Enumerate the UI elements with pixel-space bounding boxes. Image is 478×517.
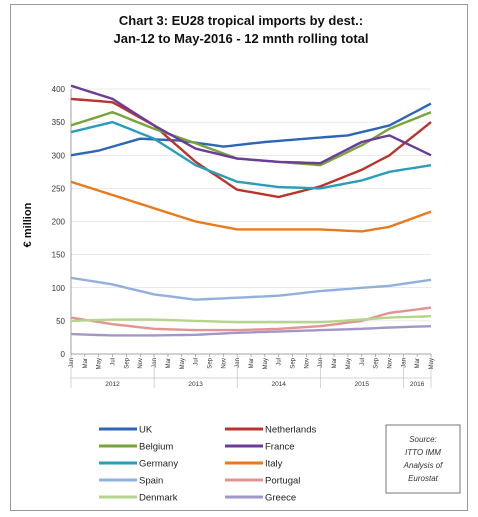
series-line-germany — [70, 120, 432, 190]
legend: UK Netherlands Belgium France Germany Italy Sp… — [99, 425, 316, 504]
y-tick-label: 350 — [52, 118, 66, 127]
series-line-uk — [70, 102, 432, 157]
x-month-label: May — [97, 358, 103, 369]
y-axis-label: € million — [22, 202, 34, 247]
chart-title-line-2: Jan-12 to May-2016 - 12 mnth rolling tot… — [114, 31, 369, 46]
x-axis: Jan Mar May Jul Sep Nov Jan Mar May Jul Sep Nov Jan M… — [69, 354, 435, 388]
x-year-label: 2012 — [105, 381, 120, 388]
y-tick-label: 50 — [56, 317, 65, 326]
x-year-label: 2015 — [355, 381, 370, 388]
legend-label-germany: Germany — [139, 459, 178, 470]
legend-label-uk: UK — [139, 425, 153, 436]
x-month-label: Nov — [138, 358, 144, 369]
x-month-label: Nov — [304, 358, 310, 369]
x-month-label: Jan — [401, 358, 407, 368]
legend-label-spain: Spain — [139, 476, 163, 487]
x-year-label: 2013 — [188, 381, 203, 388]
x-month-label: Sep — [291, 357, 297, 368]
x-month-label: Sep — [124, 357, 130, 368]
legend-label-belgium: Belgium — [139, 442, 173, 453]
y-tick-label: 0 — [61, 350, 66, 359]
series-line-greece — [70, 325, 432, 337]
x-month-label: Jan — [235, 358, 241, 368]
x-month-label: Mar — [83, 358, 89, 368]
source-line-3: Analysis of — [403, 461, 443, 470]
legend-label-denmark: Denmark — [139, 493, 178, 504]
chart-frame: Chart 3: EU28 tropical imports by dest.:… — [10, 4, 468, 511]
source-line-1: Source: — [409, 435, 437, 444]
y-tick-label: 300 — [52, 151, 66, 160]
series-line-spain — [70, 276, 432, 301]
x-year-label: 2016 — [410, 381, 425, 388]
x-month-label: Sep — [374, 357, 380, 368]
legend-label-greece: Greece — [265, 493, 296, 504]
x-month-label: Jul — [194, 358, 200, 366]
x-month-label: May — [263, 358, 269, 369]
source-line-4: Eurostat — [408, 474, 439, 483]
y-tick-labels: 0 50 100 150 200 250 300 350 400 — [52, 85, 66, 359]
x-month-label: Jan — [318, 358, 324, 368]
y-tick-label: 150 — [52, 251, 66, 260]
y-tick-label: 250 — [52, 184, 66, 193]
chart-title-line-1: Chart 3: EU28 tropical imports by dest.: — [119, 13, 363, 28]
series-line-denmark — [70, 315, 432, 324]
source-line-2: ITTO IMM — [405, 448, 441, 457]
x-month-label: Mar — [166, 358, 172, 368]
legend-label-portugal: Portugal — [265, 476, 300, 487]
x-month-label: May — [346, 358, 352, 369]
source-box: Source: ITTO IMM Analysis of Eurostat — [385, 424, 461, 494]
chart-svg: Chart 3: EU28 tropical imports by dest.:… — [22, 13, 461, 504]
legend-label-france: France — [265, 442, 295, 453]
x-month-label: Mar — [332, 358, 338, 368]
x-month-label: Jul — [360, 358, 366, 366]
legend-label-netherlands: Netherlands — [265, 425, 316, 436]
series-line-italy — [70, 180, 432, 233]
x-month-label: Jul — [111, 358, 117, 366]
x-month-label: Jan — [152, 358, 158, 368]
y-tick-label: 400 — [52, 85, 66, 94]
x-month-label: Jul — [277, 358, 283, 366]
x-month-label: Jan — [69, 358, 75, 368]
x-year-label: 2014 — [271, 381, 286, 388]
x-month-label: Sep — [207, 357, 213, 368]
x-month-label: May — [180, 358, 186, 369]
x-month-label: Nov — [221, 358, 227, 369]
legend-label-italy: Italy — [265, 459, 283, 470]
series-lines — [70, 84, 432, 337]
y-tick-label: 100 — [52, 284, 66, 293]
y-tick-label: 200 — [52, 218, 66, 227]
series-line-netherlands — [70, 97, 432, 199]
x-month-label: Nov — [387, 358, 393, 369]
x-month-label: May — [429, 358, 435, 369]
x-month-label: Mar — [415, 358, 421, 368]
series-line-france — [70, 84, 432, 165]
x-month-label: Mar — [249, 358, 255, 368]
